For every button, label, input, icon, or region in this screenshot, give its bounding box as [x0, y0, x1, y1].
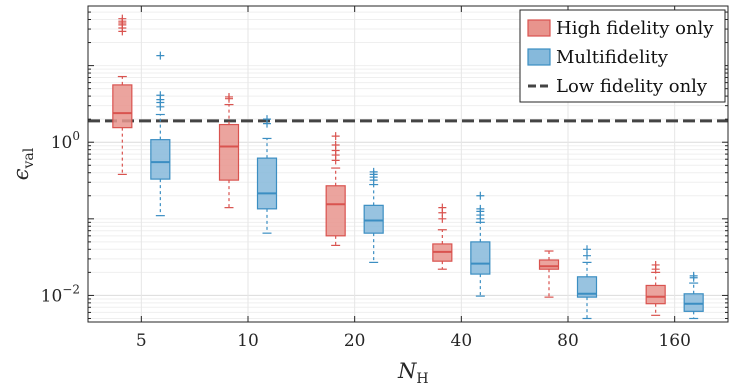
legend-swatch-high-fidelity [527, 19, 551, 37]
legend-label-high-fidelity: High fidelity only [556, 18, 714, 39]
legend-swatch-multifidelity [527, 48, 551, 66]
outlier-marker [331, 132, 340, 141]
box-multifidelity-20 [363, 167, 384, 263]
outlier-marker [156, 91, 165, 100]
box-multifidelity-10 [256, 115, 278, 234]
outlier-marker [438, 203, 447, 212]
x-axis-label-subscript: H [416, 371, 428, 385]
x-axis-label-main: N [397, 359, 417, 383]
legend-label-multifidelity: Multifidelity [556, 47, 669, 68]
box-high-fidelity-5 [112, 14, 133, 176]
box-iqr [150, 139, 171, 180]
y-tick-label-base: 10 [51, 133, 73, 153]
plot-frame [87, 5, 729, 323]
outlier-marker [651, 260, 660, 269]
x-tick-label: 10 [237, 331, 259, 351]
y-tick-label-base: 10 [41, 286, 63, 306]
box-multifidelity-40 [470, 191, 491, 297]
y-tick-label: 10−2 [41, 282, 80, 306]
outlier-marker [118, 14, 127, 23]
outlier-marker [156, 51, 165, 60]
x-tick-label: 160 [658, 331, 690, 351]
box-iqr [363, 204, 384, 234]
y-axis-label-subscript: val [21, 147, 37, 169]
box-iqr [112, 84, 133, 129]
y-tick-label-exponent: −2 [62, 282, 80, 296]
box-iqr [683, 293, 704, 312]
outlier-marker [476, 204, 485, 213]
legend: High fidelity only Multifidelity Low fid… [519, 9, 726, 103]
box-iqr [470, 241, 491, 275]
x-tick-label: 40 [451, 331, 473, 351]
x-axis-label: NH [397, 359, 429, 385]
y-tick-label-exponent: 0 [72, 129, 80, 143]
box-iqr [538, 259, 560, 270]
box-multifidelity-80 [576, 245, 598, 320]
x-tick-labels: 5 10 20 40 80 160 [136, 6, 691, 351]
box-iqr [256, 157, 278, 210]
box-high-fidelity-80 [538, 250, 560, 298]
legend-label-low-fidelity: Low fidelity only [556, 76, 708, 97]
outlier-marker [476, 191, 485, 200]
outlier-marker [583, 245, 591, 254]
box-multifidelity-160 [683, 271, 704, 320]
outlier-marker [369, 167, 378, 176]
box-high-fidelity-160 [645, 260, 666, 316]
y-axis-label: ϵval [9, 147, 37, 180]
box-iqr [576, 276, 598, 298]
x-tick-label: 80 [557, 331, 579, 351]
box-high-fidelity-10 [218, 92, 240, 209]
box-iqr [218, 123, 240, 181]
x-tick-label: 5 [136, 331, 147, 351]
box-iqr [325, 185, 346, 237]
box-multifidelity-5 [150, 51, 171, 217]
outlier-marker [689, 271, 698, 280]
x-tick-label: 20 [344, 331, 366, 351]
box-high-fidelity-40 [432, 203, 453, 270]
legend-frame [519, 9, 726, 103]
box-high-fidelity-20 [325, 132, 346, 246]
y-tick-label: 100 [51, 129, 80, 153]
box-iqr [645, 284, 666, 305]
outlier-marker [331, 140, 340, 149]
box-series [112, 14, 704, 320]
outlier-marker [263, 115, 271, 124]
outlier-marker [225, 92, 233, 101]
y-axis-label-main: ϵ [9, 168, 33, 180]
